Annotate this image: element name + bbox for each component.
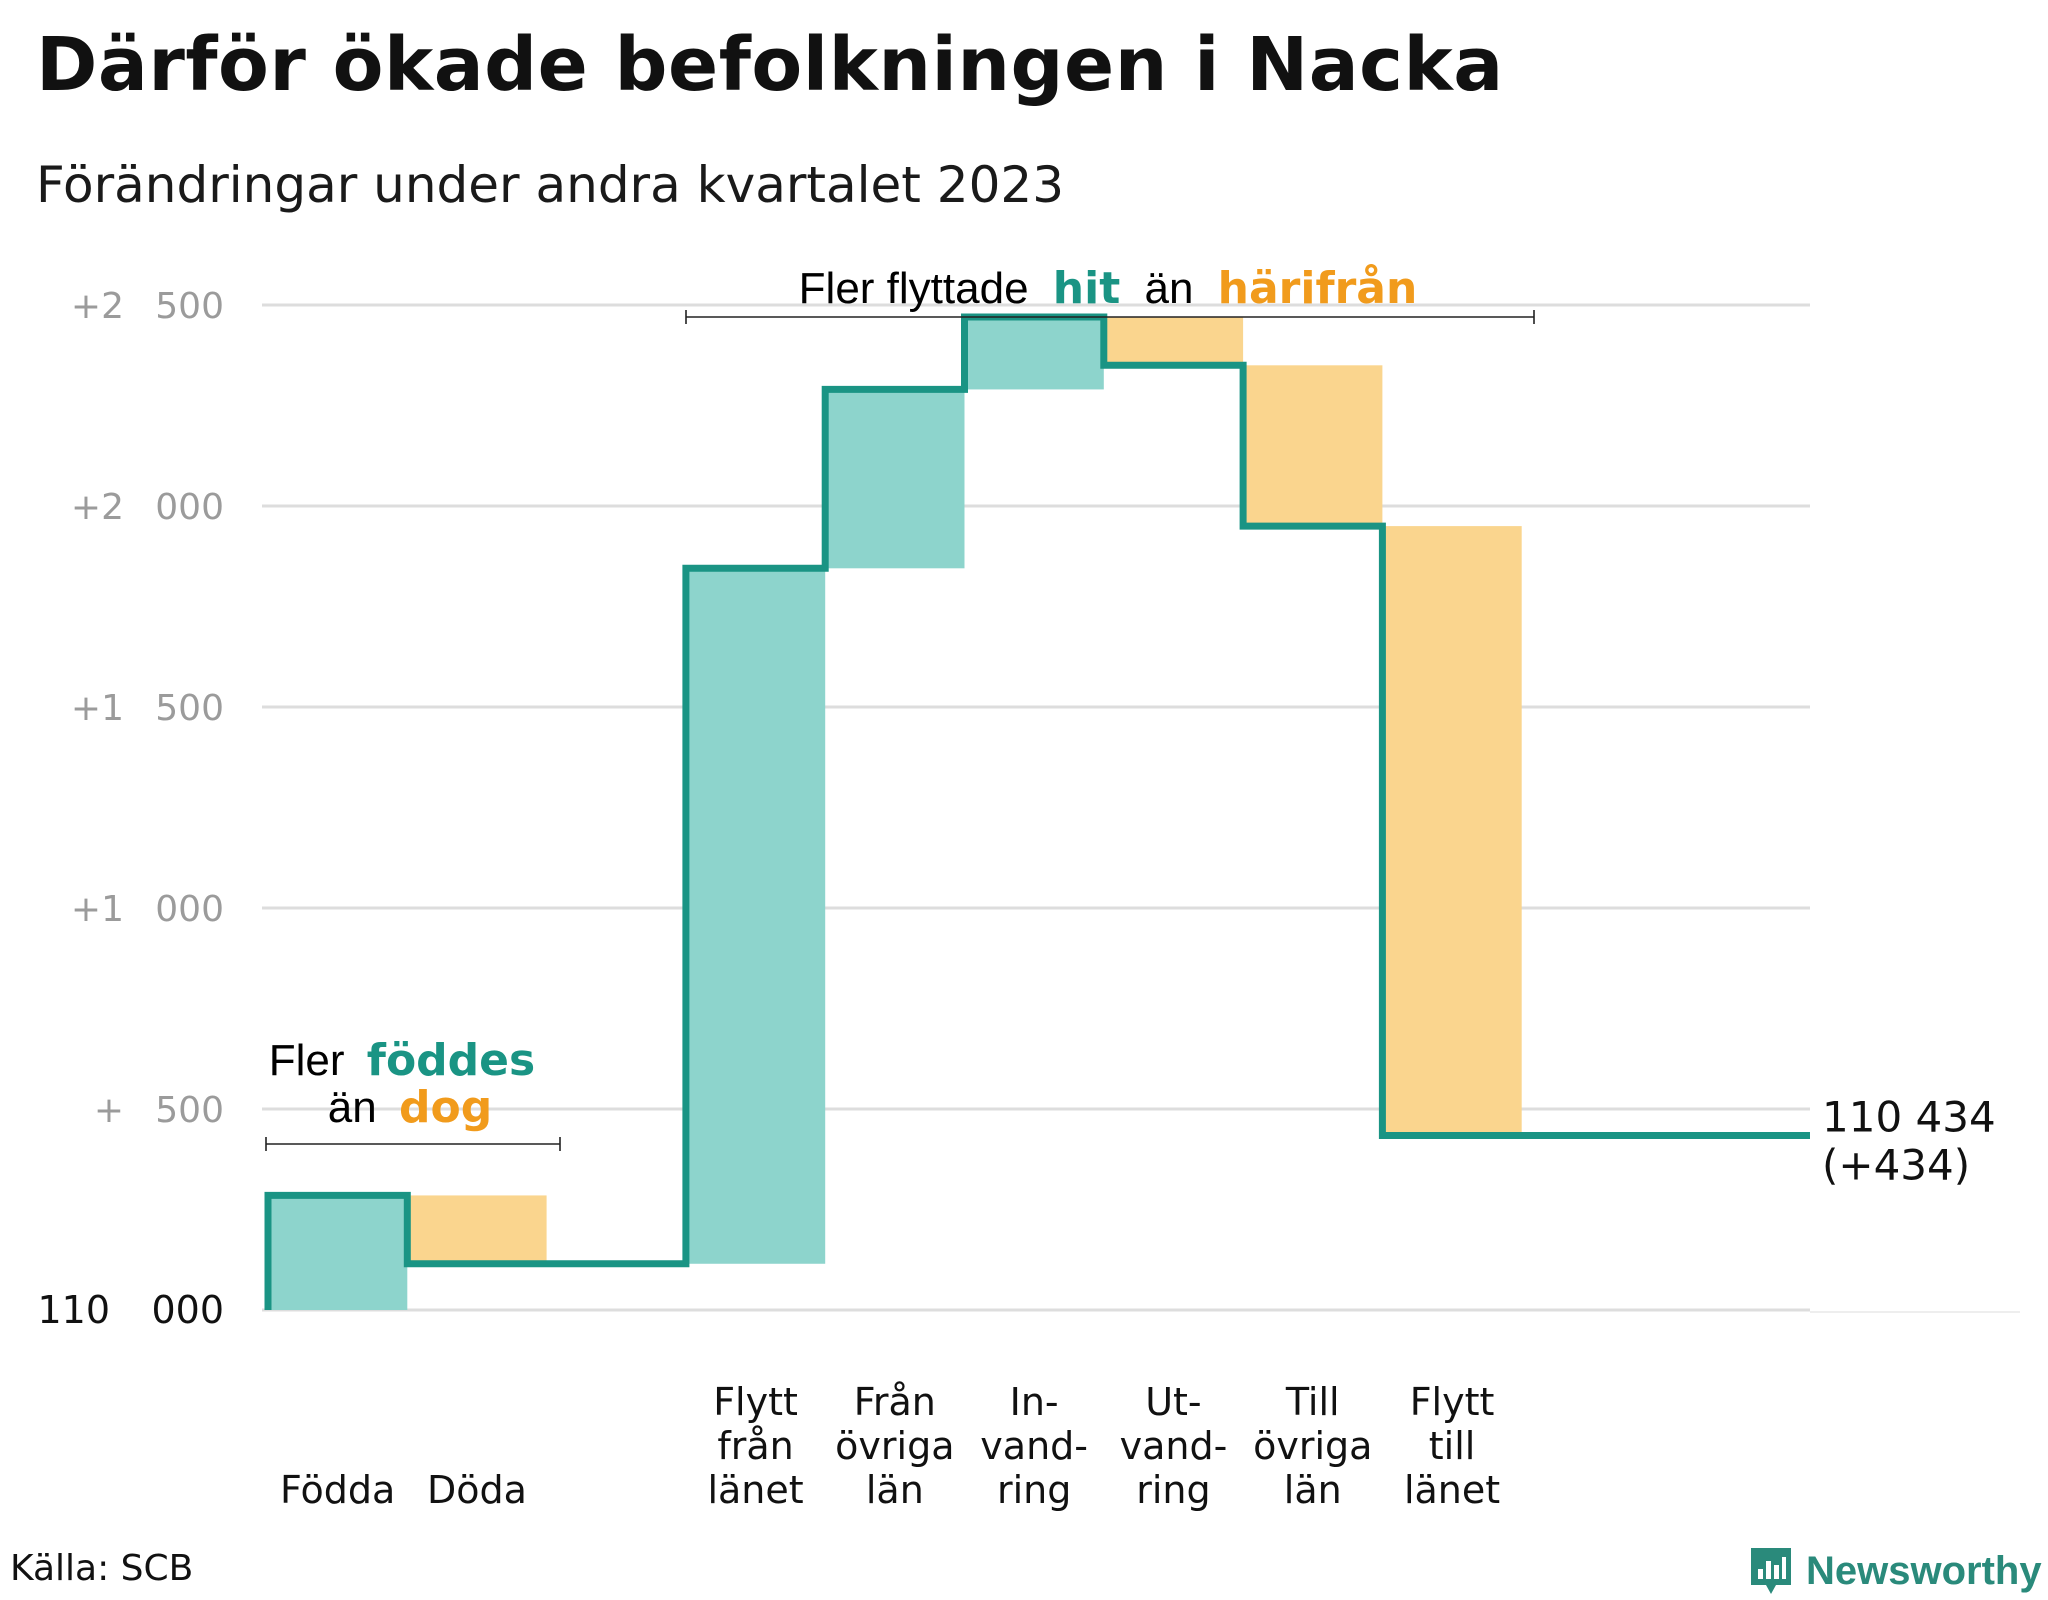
line-layer xyxy=(264,313,1810,1310)
y-tick-label-prefix: +1 xyxy=(71,889,124,930)
annotation-migration-bracket xyxy=(685,310,1535,324)
end-change-label: (+434) xyxy=(1822,1141,1970,1190)
y-tick-label-value: 500 xyxy=(155,688,224,729)
annotation-migration-highlight-hit: hit xyxy=(1053,263,1120,314)
increase-bar xyxy=(964,317,1104,390)
decrease-bar xyxy=(1382,526,1522,1136)
end-value-label: 110 434 xyxy=(1822,1093,1996,1142)
category-label: ring xyxy=(997,1468,1071,1512)
annotation-migration: Fler flyttade hit än härifrån xyxy=(799,263,1418,314)
category-label: ring xyxy=(1136,1468,1210,1512)
category-label: Födda xyxy=(280,1468,395,1512)
increase-bar xyxy=(268,1195,408,1310)
category-label: länet xyxy=(1404,1468,1500,1512)
increase-bar xyxy=(685,568,826,1264)
decrease-bar xyxy=(1243,365,1383,527)
annotation-migration-middle: än xyxy=(1144,264,1193,313)
category-label: Flytt xyxy=(1410,1380,1495,1424)
y-tick-label-prefix: + xyxy=(94,1090,124,1131)
y-tick-label-value: 500 xyxy=(155,286,224,327)
category-label: Till xyxy=(1285,1380,1340,1424)
y-tick-label-prefix: 110 xyxy=(37,1288,110,1332)
brand-logo[interactable]: Newsworthy xyxy=(1748,1545,2042,1597)
category-label: till xyxy=(1429,1424,1476,1468)
y-tick-label-prefix: +2 xyxy=(71,487,124,528)
category-label: vand- xyxy=(980,1424,1088,1468)
decrease-bar xyxy=(407,1195,547,1264)
brand-name: Newsworthy xyxy=(1806,1548,2042,1593)
category-label: Från xyxy=(854,1380,936,1424)
category-label: län xyxy=(1284,1468,1342,1512)
annotation-natural-highlight-born: föddes xyxy=(367,1035,535,1086)
chart-title: Därför ökade befolkningen i Nacka xyxy=(36,22,1504,108)
y-tick-label-prefix: +1 xyxy=(71,688,124,729)
bar-layer xyxy=(268,317,1522,1310)
y-tick-label-value: 000 xyxy=(155,889,224,930)
grid-layer xyxy=(262,303,2020,1313)
annotation-natural-prefix2: än xyxy=(328,1083,377,1132)
y-tick-label-value: 000 xyxy=(151,1288,224,1332)
annotation-layer: Fler föddes än dog Fler flyttade hit än … xyxy=(265,263,1535,1151)
label-layer: 110 000 + 500 +1 000 +1 500 +2 000 +2 500 Födda Döda F… xyxy=(37,286,1995,1512)
source-note: Källa: SCB xyxy=(10,1548,194,1589)
category-label: vand- xyxy=(1120,1424,1228,1468)
y-tick-label-prefix: +2 xyxy=(71,286,124,327)
category-label: från xyxy=(717,1424,793,1468)
annotation-natural-highlight-died: dog xyxy=(399,1082,492,1133)
annotation-natural-bracket xyxy=(265,1137,561,1151)
category-label: Döda xyxy=(427,1468,527,1512)
annotation-natural-prefix: Fler xyxy=(269,1036,345,1085)
category-label: länet xyxy=(707,1468,803,1512)
y-tick-label-value: 000 xyxy=(155,487,224,528)
category-label: län xyxy=(866,1468,924,1512)
cumulative-step-line xyxy=(264,313,1810,1310)
y-tick-label-value: 500 xyxy=(155,1090,224,1131)
annotation-natural-line1: Fler föddes xyxy=(269,1035,535,1086)
decrease-bar xyxy=(1103,317,1244,366)
category-label: In- xyxy=(1010,1380,1059,1424)
annotation-migration-highlight-harifran: härifrån xyxy=(1218,263,1418,314)
annotation-natural-line2: än dog xyxy=(328,1082,492,1133)
increase-bar xyxy=(825,389,965,569)
category-label: Flytt xyxy=(713,1380,798,1424)
category-label: övriga xyxy=(835,1424,954,1468)
category-label: Ut- xyxy=(1145,1380,1201,1424)
newsworthy-logo-icon xyxy=(1751,1548,1791,1594)
category-label: övriga xyxy=(1253,1424,1372,1468)
chart-subtitle: Förändringar under andra kvartalet 2023 xyxy=(36,156,1065,214)
annotation-migration-prefix: Fler flyttade xyxy=(799,264,1029,313)
